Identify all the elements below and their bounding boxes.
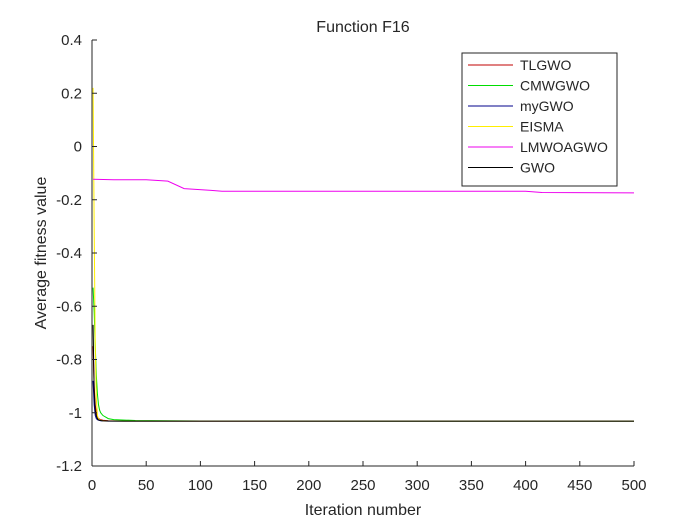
legend-label: CMWGWO bbox=[520, 78, 590, 94]
x-tick-label: 100 bbox=[188, 477, 213, 494]
y-tick-label: -0.2 bbox=[56, 192, 82, 209]
y-tick-label: 0.2 bbox=[61, 85, 82, 102]
x-tick-label: 450 bbox=[567, 477, 592, 494]
y-axis-title: Average fitness value bbox=[33, 177, 50, 330]
legend-label: EISMA bbox=[520, 119, 564, 135]
x-tick-label: 150 bbox=[242, 477, 267, 494]
x-tick-label: 500 bbox=[621, 477, 646, 494]
legend-box bbox=[461, 52, 618, 187]
y-tick-label: -1.2 bbox=[56, 458, 82, 475]
x-tick-label: 200 bbox=[296, 477, 321, 494]
series-line-gwo bbox=[92, 324, 634, 422]
y-tick-label: -1 bbox=[69, 405, 82, 422]
legend-label: LMWOAGWO bbox=[520, 139, 608, 155]
x-tick-label: 300 bbox=[405, 477, 430, 494]
y-tick-label: 0 bbox=[74, 139, 82, 156]
x-tick-label: 0 bbox=[88, 477, 96, 494]
y-tick-label: -0.8 bbox=[56, 352, 82, 369]
x-axis-ticks: 0 50 100 150 200 250 300 350 400 450 500 bbox=[88, 461, 647, 494]
y-tick-label: 0.4 bbox=[61, 32, 82, 49]
legend-label: myGWO bbox=[520, 98, 574, 114]
legend-label: TLGWO bbox=[520, 57, 571, 73]
x-tick-label: 50 bbox=[138, 477, 155, 494]
series-line-lmwoagwo bbox=[93, 178, 634, 194]
y-tick-label: -0.6 bbox=[56, 298, 82, 315]
x-tick-label: 250 bbox=[350, 477, 375, 494]
x-tick-label: 400 bbox=[513, 477, 538, 494]
legend: TLGWO CMWGWO myGWO EISMA LMWOAGWO GWO bbox=[461, 52, 618, 187]
y-tick-label: -0.4 bbox=[56, 245, 82, 262]
chart-title: Function F16 bbox=[316, 19, 409, 36]
x-tick-label: 350 bbox=[459, 477, 484, 494]
series-layer bbox=[92, 87, 634, 422]
y-axis-ticks: -1.2 -1 -0.8 -0.6 -0.4 -0.2 0 0.2 0.4 bbox=[56, 32, 97, 475]
legend-label: GWO bbox=[520, 160, 555, 176]
x-axis-title: Iteration number bbox=[305, 502, 422, 519]
